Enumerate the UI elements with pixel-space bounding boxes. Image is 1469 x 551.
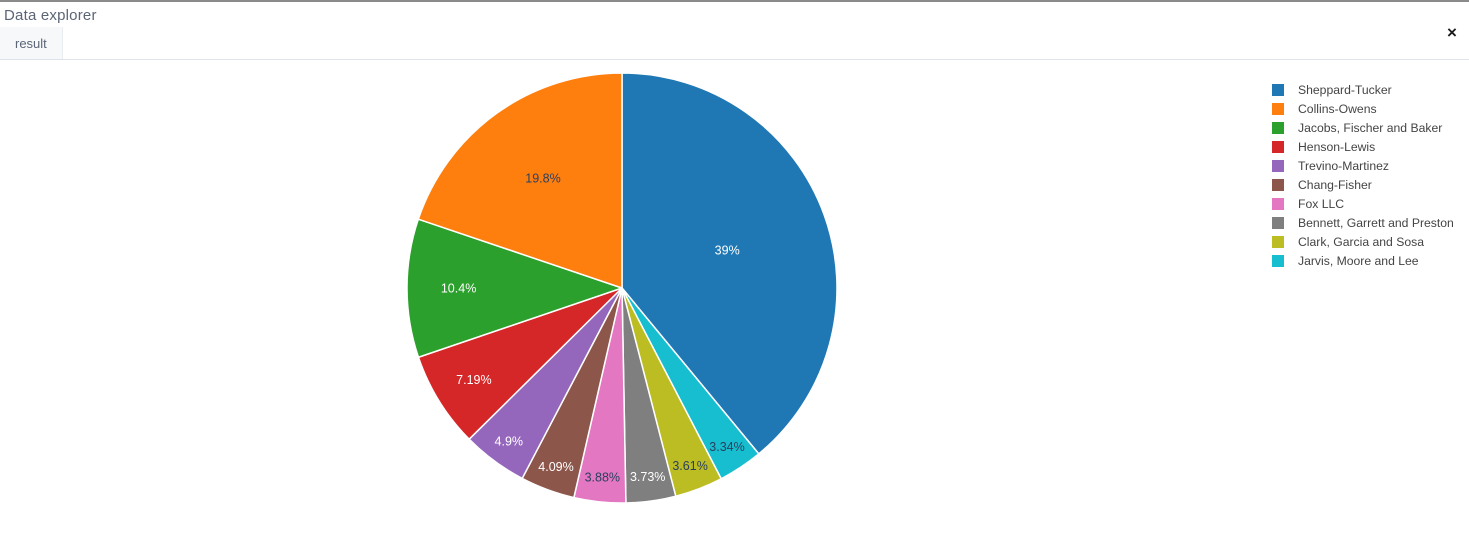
pie-slice-label: 10.4%: [441, 282, 476, 296]
pie-slice[interactable]: [417, 72, 623, 289]
legend-swatch-icon: [1272, 235, 1284, 248]
legend-item[interactable]: Fox LLC: [1272, 194, 1454, 213]
legend-swatch-icon: [1272, 254, 1284, 267]
pie-slice-label: 3.61%: [672, 459, 707, 473]
legend-label: Sheppard-Tucker: [1298, 82, 1392, 97]
legend-swatch-icon: [1272, 197, 1284, 210]
legend-label: Bennett, Garrett and Preston: [1298, 215, 1454, 230]
pie-slice-label: 3.88%: [585, 471, 620, 485]
legend-label: Clark, Garcia and Sosa: [1298, 234, 1424, 249]
legend-item[interactable]: Clark, Garcia and Sosa: [1272, 232, 1454, 251]
legend-label: Henson-Lewis: [1298, 139, 1376, 154]
title-bar: Data explorer: [0, 4, 1469, 27]
pie-slice-label: 4.09%: [538, 460, 573, 474]
legend-item[interactable]: Jacobs, Fischer and Baker: [1272, 118, 1454, 137]
pie-slice[interactable]: [621, 72, 838, 455]
legend-item[interactable]: Trevino-Martinez: [1272, 156, 1454, 175]
page-title: Data explorer: [4, 7, 97, 24]
legend-swatch-icon: [1272, 102, 1284, 115]
legend-swatch-icon: [1272, 159, 1284, 172]
pie-slice-label: 7.19%: [456, 373, 491, 387]
close-icon[interactable]: ×: [1441, 22, 1463, 44]
legend-label: Fox LLC: [1298, 196, 1345, 211]
legend-item[interactable]: Collins-Owens: [1272, 99, 1454, 118]
legend-swatch-icon: [1272, 121, 1284, 134]
pie-slice-label: 19.8%: [525, 171, 560, 185]
legend-item[interactable]: Bennett, Garrett and Preston: [1272, 213, 1454, 232]
pie-slice-label: 39%: [715, 244, 740, 258]
tab-result-label: result: [15, 35, 47, 51]
pie-chart: 39% 3.34%3.61% 3.73% 3.88% 4.09% 4.9% 7.19% 10.…: [406, 72, 838, 504]
pie-slice-label: 3.34%: [709, 440, 744, 454]
legend-item[interactable]: Jarvis, Moore and Lee: [1272, 251, 1454, 270]
pie-slice-label: 3.73%: [630, 470, 665, 484]
legend-item[interactable]: Sheppard-Tucker: [1272, 80, 1454, 99]
tab-result[interactable]: result: [0, 27, 63, 59]
legend-swatch-icon: [1272, 216, 1284, 229]
legend-item[interactable]: Henson-Lewis: [1272, 137, 1454, 156]
pie-slice[interactable]: [406, 218, 623, 358]
legend-label: Jacobs, Fischer and Baker: [1298, 120, 1443, 135]
legend-label: Trevino-Martinez: [1298, 158, 1389, 173]
legend-item[interactable]: Chang-Fisher: [1272, 175, 1454, 194]
legend-swatch-icon: [1272, 178, 1284, 191]
legend-swatch-icon: [1272, 140, 1284, 153]
legend-label: Chang-Fisher: [1298, 177, 1372, 192]
chart-legend: Sheppard-Tucker Collins-Owens Jacobs, Fisc…: [1272, 80, 1454, 270]
legend-label: Collins-Owens: [1298, 101, 1377, 116]
chart-area: 39% 3.34% 3.61% 3.73% 3.88% 4.09% 4.9% 7.19% 10.…: [0, 60, 1469, 551]
legend-label: Jarvis, Moore and Lee: [1298, 253, 1419, 268]
legend-swatch-icon: [1272, 83, 1284, 96]
pie-slice-label: 4.9%: [495, 434, 524, 448]
tab-bar: result: [0, 27, 1469, 60]
